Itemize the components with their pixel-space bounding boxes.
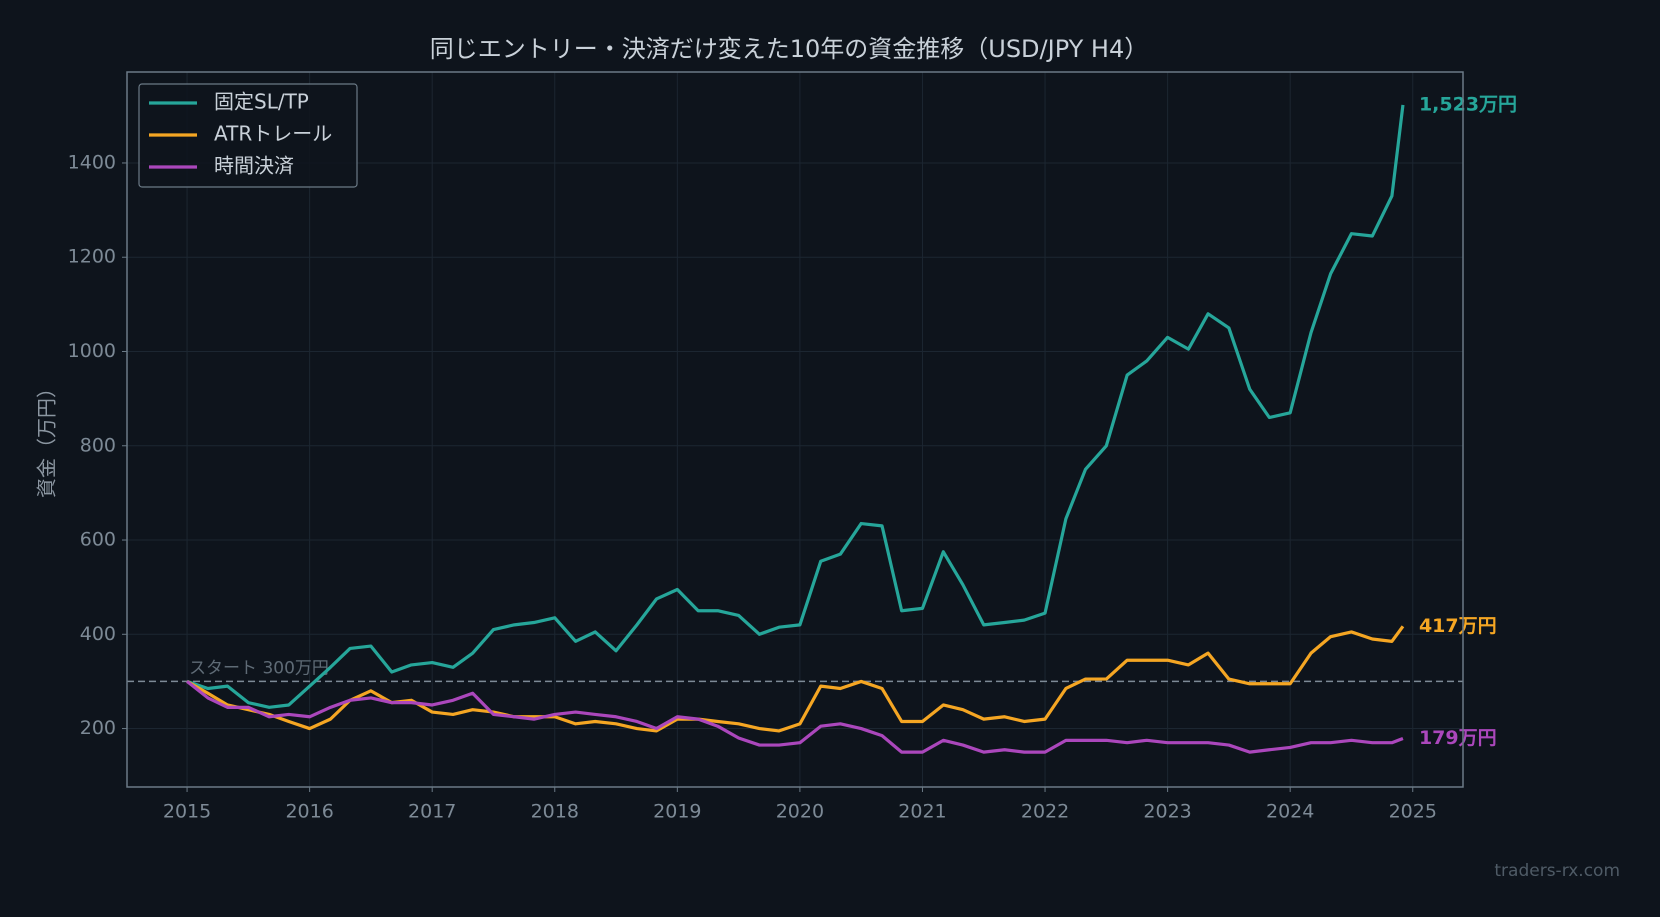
end-label: 179万円 bbox=[1419, 727, 1497, 749]
legend-box bbox=[138, 83, 358, 188]
end-label: 417万円 bbox=[1419, 615, 1497, 637]
x-tick-label: 2017 bbox=[408, 801, 456, 823]
y-tick-label: 800 bbox=[80, 434, 116, 456]
end-label: 1,523万円 bbox=[1419, 93, 1517, 115]
series-line bbox=[186, 680, 1404, 754]
watermark: traders-rx.com bbox=[1494, 861, 1620, 881]
y-tick-label: 1200 bbox=[68, 246, 116, 268]
x-tick-label: 2019 bbox=[653, 801, 701, 823]
x-tick-label: 2015 bbox=[163, 801, 211, 823]
legend-label: 固定SL/TP bbox=[214, 90, 309, 114]
x-tick-label: 2021 bbox=[898, 801, 946, 823]
plot-frame bbox=[126, 71, 1464, 788]
x-tick-label: 2018 bbox=[531, 801, 579, 823]
x-tick-label: 2020 bbox=[776, 801, 824, 823]
reference-label: スタート 300万円 bbox=[189, 658, 329, 678]
x-tick-label: 2016 bbox=[285, 801, 333, 823]
series-line bbox=[186, 104, 1405, 709]
legend-label: 時間決済 bbox=[214, 154, 294, 178]
x-tick-label: 2023 bbox=[1143, 801, 1191, 823]
x-tick-label: 2024 bbox=[1266, 801, 1314, 823]
y-axis-label: 資金（万円） bbox=[35, 378, 59, 498]
y-tick-label: 200 bbox=[80, 717, 116, 739]
chart-title: 同じエントリー・決済だけ変えた10年の資金推移（USD/JPY H4） bbox=[430, 35, 1149, 63]
y-tick-label: 1400 bbox=[68, 151, 116, 173]
y-tick-label: 600 bbox=[80, 529, 116, 551]
x-tick-label: 2022 bbox=[1021, 801, 1069, 823]
legend-label: ATRトレール bbox=[214, 122, 332, 146]
y-tick-label: 400 bbox=[80, 623, 116, 645]
x-tick-label: 2025 bbox=[1389, 801, 1437, 823]
y-tick-label: 1000 bbox=[68, 340, 116, 362]
